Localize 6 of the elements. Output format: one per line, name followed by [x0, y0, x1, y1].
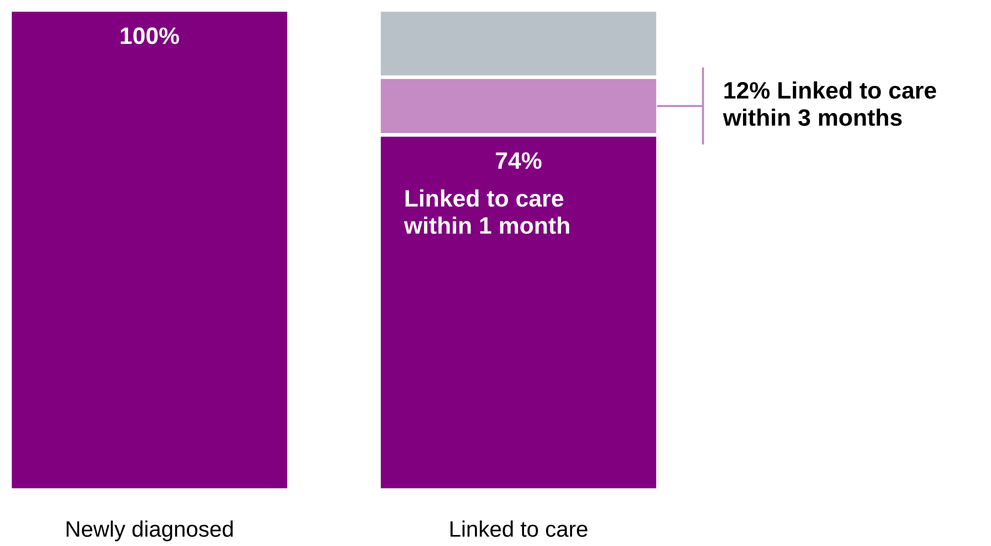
annotation: Linked to care within 1 month	[404, 189, 570, 234]
data-label: 12% Linked to care within 3 months	[722, 81, 936, 126]
x-tick-label: Newly diagnosed	[66, 520, 233, 542]
x-tick-label: Linked to care	[450, 520, 588, 537]
data-label: 74%	[496, 152, 542, 169]
data-label: 100%	[120, 27, 180, 44]
